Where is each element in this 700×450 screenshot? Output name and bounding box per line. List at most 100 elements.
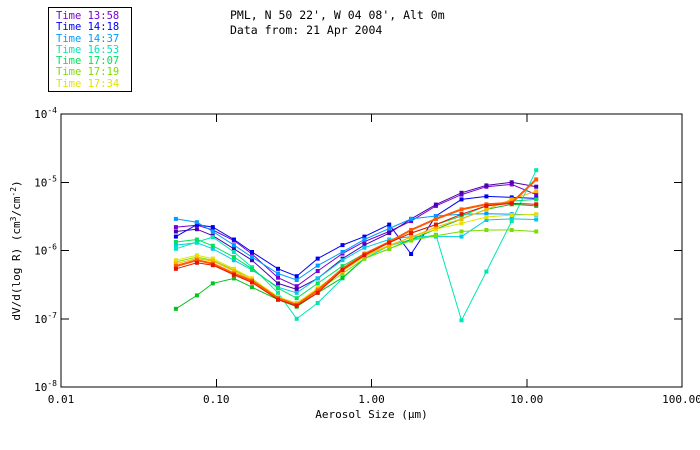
data-point-marker [250, 266, 254, 271]
data-point-marker [231, 255, 236, 260]
data-point-marker [534, 212, 539, 217]
data-point-marker [276, 286, 280, 291]
data-point-marker [433, 202, 438, 207]
data-point-marker [484, 207, 489, 212]
data-point-marker [315, 290, 320, 295]
data-point-marker [459, 212, 464, 217]
data-point-marker [484, 203, 489, 208]
data-point-marker [173, 243, 178, 248]
data-point-marker [509, 197, 514, 202]
data-point-marker [340, 250, 345, 254]
data-point-marker [250, 280, 254, 285]
legend-item: Time 17:19 [56, 66, 120, 79]
data-point-marker [340, 243, 345, 248]
data-point-marker [459, 229, 464, 234]
data-point-marker [340, 271, 345, 276]
data-point-marker [276, 275, 280, 280]
plot-title-block: PML, N 50 22', W 04 08', Alt 0m Data fro… [230, 8, 445, 38]
data-point-marker [509, 180, 514, 185]
data-point-marker [194, 258, 199, 263]
data-point-marker [173, 261, 178, 266]
data-point-marker [433, 216, 438, 221]
data-point-marker [484, 194, 489, 199]
data-point-marker [409, 231, 414, 236]
data-point-marker [484, 211, 489, 216]
data-point-marker [484, 215, 489, 219]
data-point-marker [409, 219, 414, 224]
data-point-marker [433, 227, 438, 232]
data-point-marker [276, 281, 280, 286]
y-tick-label: 10-6 [34, 243, 57, 258]
data-point-marker [231, 258, 236, 263]
data-point-marker [173, 225, 178, 230]
data-point-marker [194, 220, 199, 225]
data-point-marker [459, 216, 464, 221]
data-point-marker [294, 296, 299, 301]
x-tick-label: 0.10 [203, 393, 230, 406]
x-tick-label: 10.00 [510, 393, 543, 406]
data-point-marker [231, 269, 236, 273]
data-point-marker [362, 237, 367, 242]
data-point-marker [276, 290, 280, 295]
data-point-marker [534, 189, 539, 194]
data-point-marker [173, 234, 178, 239]
data-point-marker [231, 237, 236, 242]
data-point-marker [459, 190, 464, 195]
data-point-marker [340, 258, 345, 263]
data-point-marker [210, 243, 215, 248]
data-point-marker [433, 233, 438, 238]
data-point-marker [534, 217, 539, 222]
legend-item: Time 16:53 [56, 43, 120, 56]
data-point-marker [534, 168, 539, 173]
data-point-marker [276, 271, 280, 276]
data-point-marker [459, 207, 464, 212]
data-point-marker [387, 231, 392, 236]
data-point-marker [294, 274, 299, 279]
data-point-marker [231, 276, 236, 281]
data-point-marker [315, 256, 320, 261]
plot-title-line2: Data from: 21 Apr 2004 [230, 23, 383, 37]
data-point-marker [231, 243, 236, 248]
data-point-marker [387, 237, 392, 242]
data-point-marker [509, 213, 514, 218]
data-point-marker [194, 240, 199, 244]
data-point-marker [534, 229, 539, 234]
series-line-time-16:53 [175, 169, 537, 322]
data-point-marker [509, 201, 514, 206]
data-point-marker [231, 272, 236, 277]
data-point-marker [362, 256, 367, 261]
data-point-marker [315, 301, 320, 305]
data-point-marker [194, 253, 199, 258]
data-point-marker [362, 234, 367, 239]
data-point-marker [194, 260, 199, 265]
data-point-marker [534, 192, 539, 197]
data-point-marker [194, 237, 199, 242]
data-point-marker [340, 275, 345, 280]
data-point-marker [534, 202, 539, 207]
data-point-marker [459, 234, 464, 239]
data-point-marker [509, 228, 514, 232]
data-point-marker [409, 228, 414, 232]
data-point-marker [433, 214, 438, 218]
data-point-marker [387, 246, 392, 251]
data-point-marker [294, 303, 299, 308]
data-point-marker [294, 316, 299, 321]
data-point-marker [409, 216, 414, 221]
data-point-marker [484, 218, 489, 222]
data-point-marker [250, 250, 254, 254]
y-tick-label: 10-5 [34, 174, 57, 189]
data-point-marker [362, 253, 367, 258]
data-point-marker [362, 245, 367, 250]
legend-item: Time 14:37 [56, 32, 120, 45]
data-point-marker [409, 252, 414, 256]
data-point-marker [210, 235, 215, 240]
data-point-marker [210, 259, 215, 264]
data-point-marker [509, 219, 514, 224]
x-tick-label: 0.01 [48, 393, 75, 406]
x-tick-label: 100.00 [662, 393, 700, 406]
data-point-marker [276, 297, 280, 302]
data-point-marker [387, 240, 392, 245]
data-point-marker [484, 183, 489, 188]
legend-item: Time 14:18 [56, 21, 120, 34]
